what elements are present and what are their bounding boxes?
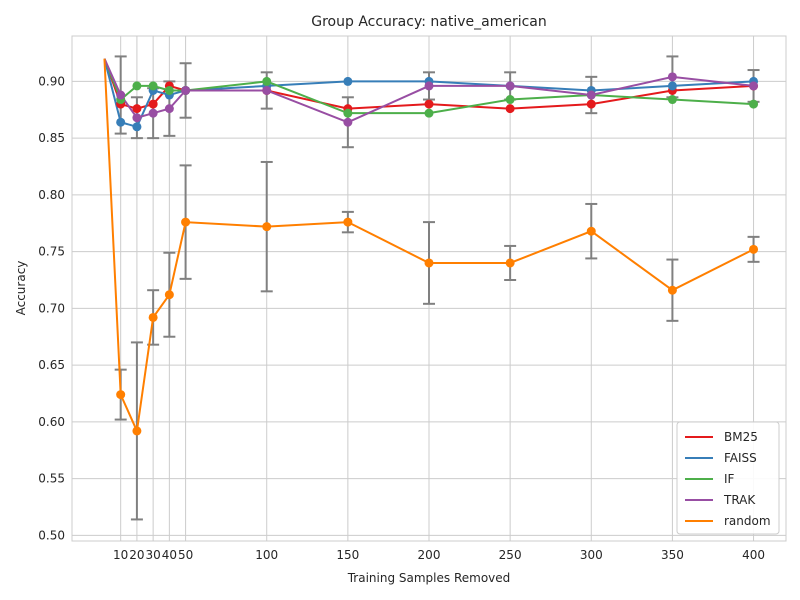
data-point-trak <box>132 113 142 123</box>
x-axis-label: Training Samples Removed <box>347 571 511 585</box>
data-point-trak <box>116 90 126 100</box>
data-point-random <box>262 222 272 232</box>
data-point-faiss <box>343 76 353 86</box>
y-axis-label: Accuracy <box>14 261 28 316</box>
legend-label-if: IF <box>724 472 735 486</box>
x-tick-label: 400 <box>742 548 765 562</box>
x-tick-label: 350 <box>661 548 684 562</box>
data-point-trak <box>164 104 174 114</box>
data-point-if <box>505 95 515 105</box>
data-point-trak <box>667 72 677 82</box>
x-tick-label: 250 <box>499 548 522 562</box>
data-point-random <box>343 217 353 227</box>
x-tick-label: 30 <box>145 548 160 562</box>
data-point-if <box>132 81 142 91</box>
x-tick-label: 50 <box>178 548 193 562</box>
legend-label-random: random <box>724 514 771 528</box>
y-tick-label: 0.50 <box>38 528 65 542</box>
data-point-trak <box>749 81 759 91</box>
data-point-if <box>424 108 434 118</box>
data-point-random <box>148 312 158 322</box>
data-point-if <box>667 95 677 105</box>
x-tick-label: 40 <box>162 548 177 562</box>
data-point-random <box>749 244 759 254</box>
legend: BM25 FAISS IF TRAK random <box>676 421 780 535</box>
legend-label-trak: TRAK <box>723 493 756 507</box>
data-point-random <box>667 285 677 295</box>
data-point-random <box>132 426 142 436</box>
data-point-if <box>148 81 158 91</box>
data-point-random <box>116 390 126 400</box>
y-tick-labels: 0.50 0.55 0.60 0.65 0.70 0.75 0.80 0.85 0.90 <box>38 74 65 542</box>
x-tick-label: 20 <box>129 548 144 562</box>
data-point-trak <box>262 85 272 95</box>
data-point-trak <box>424 81 434 91</box>
y-tick-label: 0.80 <box>38 188 65 202</box>
data-point-if <box>164 85 174 95</box>
x-tick-label: 150 <box>336 548 359 562</box>
data-point-random <box>181 217 191 227</box>
data-point-bm25 <box>586 99 596 109</box>
data-point-trak <box>343 117 353 127</box>
y-tick-label: 0.90 <box>38 74 65 88</box>
x-tick-label: 10 <box>113 548 128 562</box>
data-point-if <box>343 108 353 118</box>
data-point-trak <box>148 108 158 118</box>
legend-label-bm25: BM25 <box>724 430 758 444</box>
chart-title: Group Accuracy: native_american <box>311 14 547 30</box>
y-tick-label: 0.60 <box>38 415 65 429</box>
data-point-random <box>505 258 515 268</box>
data-point-faiss <box>132 122 142 132</box>
x-tick-label: 100 <box>255 548 278 562</box>
data-point-bm25 <box>424 99 434 109</box>
x-tick-label: 200 <box>418 548 441 562</box>
data-point-random <box>586 226 596 236</box>
legend-box <box>676 421 780 535</box>
data-point-random <box>164 290 174 300</box>
y-tick-label: 0.70 <box>38 301 65 315</box>
series-points <box>116 72 759 436</box>
data-point-bm25 <box>132 104 142 114</box>
data-point-trak <box>505 81 515 91</box>
data-point-if <box>749 99 759 109</box>
y-tick-label: 0.55 <box>38 472 65 486</box>
data-point-faiss <box>667 81 677 91</box>
legend-label-faiss: FAISS <box>724 451 757 465</box>
data-point-random <box>424 258 434 268</box>
data-point-faiss <box>116 117 126 127</box>
y-tick-label: 0.65 <box>38 358 65 372</box>
y-tick-label: 0.85 <box>38 131 65 145</box>
x-tick-label: 300 <box>580 548 603 562</box>
data-point-bm25 <box>148 99 158 109</box>
y-tick-label: 0.75 <box>38 245 65 259</box>
data-point-bm25 <box>505 104 515 114</box>
data-point-if <box>262 76 272 86</box>
data-point-trak <box>181 85 191 95</box>
data-point-trak <box>586 90 596 100</box>
x-tick-labels: 10 20 30 40 50 100 150 200 250 300 350 400 <box>113 548 765 562</box>
